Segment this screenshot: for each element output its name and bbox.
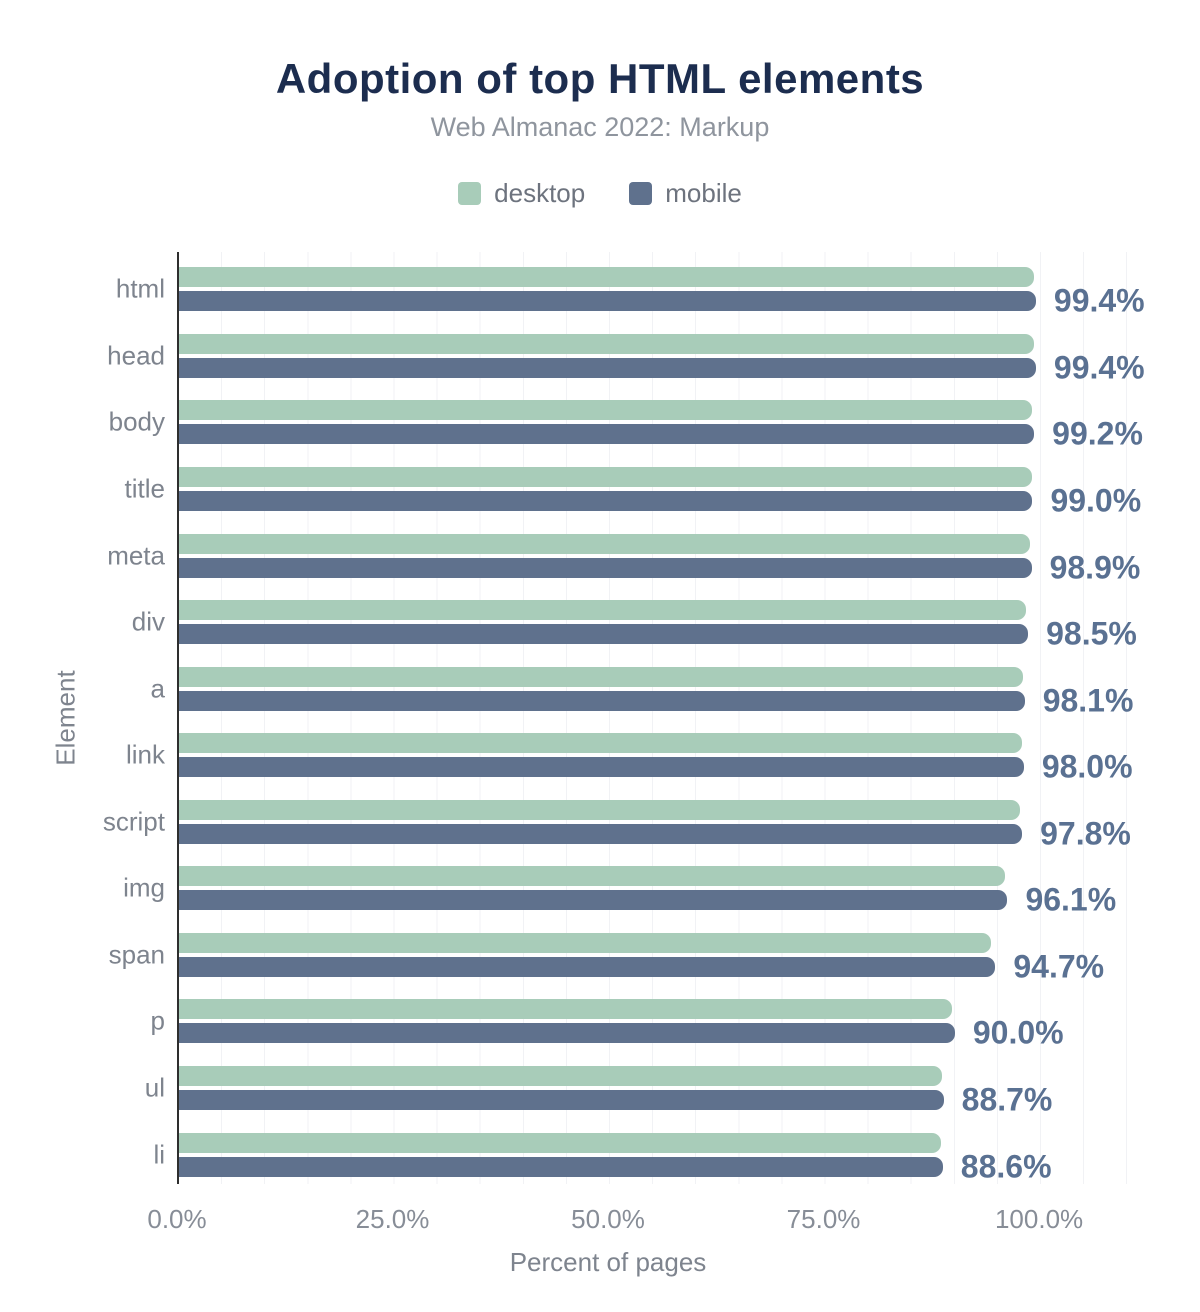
category-label-head: head <box>107 340 165 371</box>
bar-desktop-img <box>179 866 1005 887</box>
value-label-li: 88.6% <box>960 1148 1052 1185</box>
chart-title: Adoption of top HTML elements <box>275 55 925 102</box>
x-tick-0.0%: 0.0% <box>147 1204 207 1234</box>
category-label-div: div <box>131 606 165 637</box>
category-label-title: title <box>124 473 165 504</box>
chart-row-meta: meta 98.9% <box>107 518 1140 585</box>
bar-desktop-meta <box>179 533 1030 554</box>
value-label-body: 99.2% <box>1052 415 1143 452</box>
legend-item-desktop: desktop <box>458 178 585 209</box>
bar-mobile-img <box>179 890 1008 911</box>
bar-mobile-link <box>179 757 1024 778</box>
bar-mobile-meta <box>179 557 1032 578</box>
bar-mobile-p <box>179 1023 955 1044</box>
category-label-ul: ul <box>144 1072 165 1103</box>
value-label-span: 94.7% <box>1013 948 1105 985</box>
desktop-swatch-icon <box>458 182 482 205</box>
x-tick-100.0%: 100.0% <box>994 1204 1084 1234</box>
bar-desktop-head <box>179 333 1035 354</box>
chart-row-script: script 97.8% <box>103 785 1131 852</box>
bar-desktop-div <box>179 600 1027 621</box>
value-label-script: 97.8% <box>1040 815 1131 852</box>
chart-row-title: title 99.0% <box>125 452 1141 518</box>
category-label-script: script <box>102 806 165 837</box>
bar-mobile-script <box>179 823 1023 844</box>
bar-desktop-li <box>179 1132 942 1153</box>
value-label-html: 99.4% <box>1053 282 1145 319</box>
y-axis-title: Element <box>50 670 81 766</box>
chart-row-head: head 99.4% <box>107 319 1145 385</box>
chart-row-html: html 99.4% <box>116 252 1145 319</box>
bar-mobile-li <box>179 1156 943 1177</box>
value-label-link: 98.0% <box>1041 748 1133 785</box>
x-tick-75.0%: 75.0% <box>786 1204 861 1234</box>
legend-item-mobile: mobile <box>629 178 742 209</box>
bar-desktop-a <box>179 666 1023 687</box>
legend-label-desktop: desktop <box>494 178 586 208</box>
chart-row-p: p 90.0% <box>151 984 1129 1051</box>
chart-row-body: body 99.2% <box>109 385 1143 452</box>
bar-mobile-a <box>179 690 1025 711</box>
bar-desktop-p <box>179 999 953 1020</box>
category-label-p: p <box>150 1005 165 1036</box>
category-label-span: span <box>108 939 165 970</box>
chart-row-div: div 98.5% <box>132 585 1137 652</box>
chart-row-a: a 98.1% <box>151 651 1133 718</box>
bar-mobile-html <box>179 291 1036 312</box>
value-label-title: 99.0% <box>1050 482 1142 519</box>
value-label-ul: 88.7% <box>961 1081 1053 1118</box>
chart-row-li: li 88.6% <box>153 1117 1129 1185</box>
x-tick-50.0%: 50.0% <box>571 1204 645 1234</box>
value-label-img: 96.1% <box>1025 881 1117 918</box>
legend: desktop mobile <box>0 178 1200 209</box>
bar-desktop-link <box>179 733 1023 754</box>
category-label-a: a <box>150 673 165 704</box>
value-label-p: 90.0% <box>972 1014 1064 1051</box>
category-label-link: link <box>125 739 165 770</box>
chart-row-img: img 96.1% <box>123 851 1129 918</box>
bar-mobile-ul <box>179 1090 944 1111</box>
category-label-body: body <box>108 406 165 437</box>
bar-mobile-span <box>179 956 996 977</box>
chart-subtitle: Web Almanac 2022: Markup <box>430 112 770 142</box>
bar-desktop-body <box>179 400 1033 421</box>
value-label-div: 98.5% <box>1046 615 1137 652</box>
bar-desktop-span <box>179 932 992 953</box>
x-axis-title: Percent of pages <box>509 1247 707 1277</box>
mobile-swatch-icon <box>629 182 653 205</box>
bar-desktop-script <box>179 799 1021 820</box>
x-tick-25.0%: 25.0% <box>355 1204 430 1234</box>
chart-row-span: span 94.7% <box>109 918 1129 985</box>
x-axis-ticks: 0.0% 25.0% 50.0% 75.0% 100.0% <box>147 1204 1127 1236</box>
category-label-meta: meta <box>107 540 165 571</box>
bar-mobile-body <box>179 424 1035 445</box>
bar-desktop-html <box>179 267 1035 288</box>
value-label-head: 99.4% <box>1053 349 1145 386</box>
bar-mobile-title <box>179 490 1033 511</box>
bar-desktop-ul <box>179 1066 942 1087</box>
category-label-img: img <box>123 872 165 903</box>
plot-area: html 99.4% head 99.4% body 99.2% title 99.0% met… <box>103 252 1145 1185</box>
category-label-html: html <box>115 273 165 304</box>
bar-mobile-div <box>179 624 1029 645</box>
chart-row-link: link 98.0% <box>126 718 1133 785</box>
category-label-li: li <box>153 1139 165 1170</box>
value-label-a: 98.1% <box>1042 682 1134 719</box>
bar-mobile-head <box>179 357 1036 378</box>
legend-label-mobile: mobile <box>665 178 742 208</box>
chart-row-ul: ul 88.7% <box>145 1051 1129 1118</box>
bar-desktop-title <box>179 466 1032 487</box>
value-label-meta: 98.9% <box>1049 549 1141 586</box>
